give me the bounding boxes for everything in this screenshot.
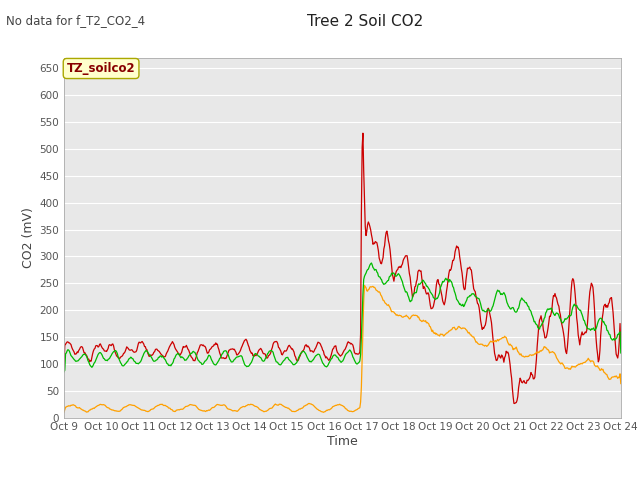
Tree2 -2cm	[214, 341, 221, 347]
Tree2 -4cm	[360, 283, 368, 288]
Text: No data for f_T2_CO2_4: No data for f_T2_CO2_4	[6, 14, 145, 27]
Tree2 -2cm	[511, 401, 518, 407]
Tree2 -2cm	[411, 284, 419, 290]
Tree2 -2cm	[60, 366, 68, 372]
Y-axis label: CO2 (mV): CO2 (mV)	[22, 207, 35, 268]
Tree2 -8cm	[60, 369, 68, 375]
Tree2 -8cm	[428, 290, 435, 296]
Tree2 -2cm	[184, 346, 192, 352]
Tree2 -8cm	[367, 260, 375, 266]
Tree2 -8cm	[184, 355, 192, 360]
Tree2 -4cm	[184, 403, 192, 409]
Tree2 -2cm	[127, 347, 135, 353]
Line: Tree2 -2cm: Tree2 -2cm	[64, 133, 621, 404]
Tree2 -4cm	[428, 328, 436, 334]
Line: Tree2 -4cm: Tree2 -4cm	[64, 286, 621, 412]
Tree2 -4cm	[60, 409, 68, 415]
Text: Tree 2 Soil CO2: Tree 2 Soil CO2	[307, 14, 423, 29]
Tree2 -8cm	[411, 289, 419, 295]
Tree2 -8cm	[214, 360, 221, 366]
Tree2 -4cm	[214, 402, 221, 408]
Tree2 -4cm	[70, 402, 78, 408]
Tree2 -8cm	[617, 350, 625, 356]
X-axis label: Time: Time	[327, 435, 358, 448]
Tree2 -4cm	[319, 409, 327, 415]
Tree2 -4cm	[412, 312, 419, 318]
Tree2 -2cm	[70, 349, 78, 355]
Line: Tree2 -8cm: Tree2 -8cm	[64, 263, 621, 372]
Tree2 -2cm	[428, 306, 435, 312]
Tree2 -8cm	[127, 355, 135, 360]
Tree2 -4cm	[617, 381, 625, 386]
Tree2 -2cm	[359, 130, 367, 136]
Tree2 -8cm	[70, 357, 78, 362]
Tree2 -4cm	[127, 402, 135, 408]
Tree2 -2cm	[617, 345, 625, 350]
Text: TZ_soilco2: TZ_soilco2	[67, 62, 136, 75]
